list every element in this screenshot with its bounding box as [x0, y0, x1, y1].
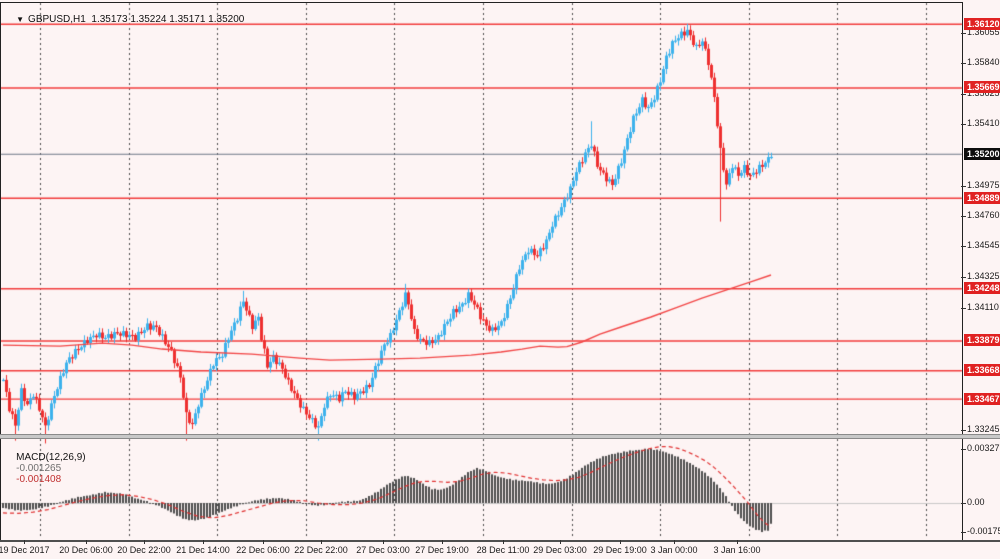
time-axis-label: 3 Jan 16:00: [713, 545, 761, 555]
time-axis-label: 28 Dec 11:00: [476, 545, 530, 555]
price-tick-mark: [961, 63, 966, 65]
time-tick-mark: [144, 540, 145, 544]
price-tick-mark: [961, 93, 966, 95]
price-level-tag: 1.35669: [964, 81, 1000, 94]
price-tick-mark: [961, 215, 966, 217]
price-tick-mark: [961, 277, 966, 279]
macd-tick-mark: [961, 448, 966, 450]
time-axis-label: 29 Dec 19:00: [593, 545, 647, 555]
price-tick-label: 1.34760: [967, 209, 1000, 220]
price-tick-label: 1.35410: [967, 118, 1000, 129]
time-tick-mark: [203, 540, 204, 544]
price-tick-mark: [961, 246, 966, 248]
price-tick-label: 1.34110: [967, 301, 999, 312]
price-level-tag: 1.36120: [964, 17, 1000, 30]
price-tick-mark: [961, 430, 966, 432]
price-axis-line: [962, 2, 963, 541]
macd-header: MACD(12,26,9) -0.001265 -0.001408: [5, 441, 92, 496]
price-tick-label: 1.34325: [967, 271, 1000, 282]
price-level-tag: 1.34248: [964, 282, 1000, 295]
price-level-tag: 1.33668: [964, 364, 1000, 377]
price-level-tag: 1.33879: [964, 334, 1000, 347]
time-tick-mark: [737, 540, 738, 544]
macd-main-value: -0.001265: [16, 463, 62, 474]
panel-separator[interactable]: [0, 434, 1000, 439]
time-tick-mark: [383, 540, 384, 544]
current-price-tag: 1.35200: [964, 147, 1000, 160]
collapse-triangle-icon[interactable]: ▼: [16, 15, 25, 24]
time-axis-label: 20 Dec 22:00: [117, 545, 171, 555]
symbol-ohlc-label: GBPUSD,H1 1.35173 1.35224 1.35171 1.3520…: [28, 14, 245, 25]
macd-signal-value: -0.001408: [16, 474, 62, 485]
macd-axis-label: 0.003277: [967, 442, 1000, 453]
macd-axis-label: -0.00175: [967, 526, 1000, 537]
time-axis-label: 22 Dec 06:00: [236, 545, 290, 555]
price-tick-mark: [961, 185, 966, 187]
time-tick-mark: [620, 540, 621, 544]
time-axis-line: [0, 540, 1000, 542]
macd-tick-mark: [961, 532, 966, 534]
time-axis-label: 27 Dec 19:00: [415, 545, 469, 555]
time-axis-label: 3 Jan 00:00: [650, 545, 698, 555]
price-tick-mark: [961, 124, 966, 126]
time-tick-mark: [560, 540, 561, 544]
macd-name-label: MACD(12,26,9): [16, 452, 86, 463]
price-tick-label: 1.33245: [967, 424, 1000, 435]
price-tick-mark: [961, 32, 966, 34]
price-tick-label: 1.35840: [967, 57, 1000, 68]
price-tick-mark: [961, 307, 966, 309]
time-axis-label: 29 Dec 03:00: [533, 545, 587, 555]
time-tick-mark: [24, 540, 25, 544]
time-tick-mark: [321, 540, 322, 544]
time-tick-mark: [263, 540, 264, 544]
time-axis-label: 20 Dec 06:00: [59, 545, 113, 555]
macd-axis-label: 0.00: [967, 497, 985, 507]
symbol-header: ▼ GBPUSD,H1 1.35173 1.35224 1.35171 1.352…: [5, 3, 244, 36]
price-tick-label: 1.36055: [967, 26, 1000, 37]
chart-top-border: [0, 2, 962, 3]
time-tick-mark: [86, 540, 87, 544]
chart-left-border: [0, 2, 1, 540]
price-tick-label: 1.34545: [967, 240, 1000, 251]
price-level-tag: 1.33467: [964, 392, 1000, 405]
macd-tick-mark: [961, 503, 966, 504]
time-tick-mark: [674, 540, 675, 544]
time-axis-label: 27 Dec 03:00: [356, 545, 410, 555]
time-tick-mark: [442, 540, 443, 544]
price-level-tag: 1.34889: [964, 191, 1000, 204]
time-axis-label: 21 Dec 14:00: [176, 545, 230, 555]
time-axis-label: 19 Dec 2017: [0, 545, 50, 555]
price-tick-label: 1.34975: [967, 179, 1000, 190]
time-tick-mark: [503, 540, 504, 544]
time-axis-label: 22 Dec 22:00: [294, 545, 348, 555]
